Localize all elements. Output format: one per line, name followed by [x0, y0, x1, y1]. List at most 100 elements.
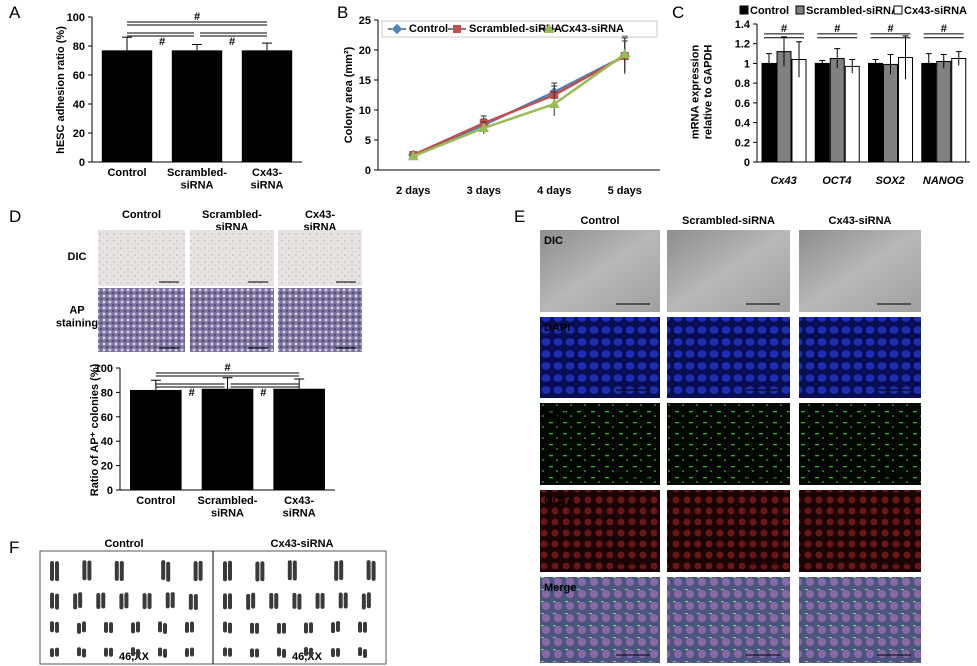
column-header: Control — [104, 538, 143, 550]
chromosome — [255, 622, 259, 634]
bar — [201, 388, 254, 490]
error-bar — [834, 48, 841, 69]
chromosome — [165, 592, 170, 609]
panel-label: C — [672, 3, 684, 22]
dic-texture — [278, 230, 362, 286]
micrograph — [540, 403, 660, 485]
y-tick-label: 0.4 — [735, 118, 751, 130]
bar — [883, 63, 898, 163]
chromosome — [260, 561, 265, 582]
error-bar — [872, 58, 879, 68]
chromosome — [147, 592, 152, 609]
chromosome — [343, 592, 348, 609]
significance: # — [224, 362, 230, 374]
chromosome — [161, 560, 166, 581]
error-bar — [796, 41, 802, 78]
error-bar — [849, 58, 856, 74]
micrograph — [799, 230, 921, 312]
chromosome — [315, 592, 320, 609]
chromosome — [304, 622, 308, 634]
chromosome — [228, 593, 232, 610]
error-bar — [766, 53, 772, 74]
x-tick-label: 4 days — [537, 185, 571, 197]
y-tick-label: 60 — [101, 412, 113, 424]
dic-texture — [190, 230, 274, 286]
chromosome — [73, 593, 78, 610]
micrograph — [799, 317, 921, 398]
micrograph — [540, 577, 660, 663]
bar — [844, 65, 860, 163]
ap-image — [98, 288, 185, 352]
chromosome — [131, 647, 135, 657]
chromosome — [309, 622, 313, 634]
error-bar — [192, 44, 202, 51]
panel-label: E — [514, 207, 525, 226]
row-label: DIC — [68, 251, 87, 263]
chromosome — [104, 647, 108, 657]
micrograph — [540, 230, 660, 312]
x-tick-label: Control — [136, 495, 175, 507]
micrograph — [540, 317, 660, 398]
significance: # — [159, 36, 165, 48]
x-tick-label: SOX2 — [875, 175, 904, 187]
significance: # — [189, 387, 195, 399]
y-tick-label: 10 — [359, 105, 371, 117]
micrograph — [667, 230, 790, 312]
bar — [241, 50, 293, 162]
chromosome — [371, 560, 376, 581]
panel-label: B — [337, 3, 348, 22]
marker — [478, 122, 490, 132]
legend-label: Cx43-siRNA — [561, 23, 624, 35]
y-tick-label: 0 — [107, 485, 113, 497]
error-bar — [262, 42, 272, 51]
ap-image — [190, 288, 274, 352]
error-bar — [887, 54, 894, 75]
ap-image — [278, 288, 362, 352]
column-header: Control — [580, 215, 619, 227]
y-tick-label: 25 — [359, 15, 371, 27]
error-bar — [781, 36, 787, 67]
chromosome — [193, 593, 198, 610]
chromosome — [228, 560, 232, 581]
legend-label: Cx43-siRNA — [904, 5, 967, 17]
y-tick-label: 20 — [359, 45, 371, 57]
significance: # — [260, 387, 266, 399]
bar — [814, 62, 830, 163]
dic-texture — [98, 230, 185, 286]
chromosome — [297, 593, 302, 610]
y-axis-label: mRNA expressionrelative to GAPDH — [690, 45, 715, 140]
error-bar — [150, 379, 161, 390]
chromosome — [320, 592, 325, 609]
chromosome — [50, 648, 54, 658]
chromosome — [292, 592, 297, 609]
row-label: AP staining — [56, 305, 98, 330]
marker — [407, 150, 419, 161]
chromosome — [366, 592, 371, 609]
chromosome — [361, 593, 366, 610]
chromosome — [282, 648, 286, 658]
sig-line — [923, 33, 964, 39]
chromosome — [50, 621, 54, 633]
chromosome — [358, 621, 362, 633]
y-axis-label: Colony area (mm²) — [343, 46, 355, 143]
y-tick-label: 0.2 — [735, 137, 750, 149]
micrograph — [667, 317, 790, 398]
bar — [951, 58, 967, 163]
x-tick-label: Scrambled-siRNA — [167, 167, 227, 192]
y-tick-label: 0 — [365, 165, 371, 177]
chromosome — [114, 560, 119, 581]
y-tick-label: 0.8 — [735, 78, 750, 90]
chromosome — [136, 621, 140, 633]
row-label: DIC — [544, 235, 563, 247]
chromosome — [50, 592, 54, 609]
karyotype-label: 46,XX — [292, 651, 323, 663]
row-label: OCT4 — [544, 495, 574, 507]
chromosome — [55, 561, 59, 582]
error-bar — [902, 35, 909, 80]
error-bar — [294, 378, 305, 389]
chromosome — [223, 647, 227, 657]
chromosome — [188, 593, 193, 610]
chromosome — [55, 621, 59, 633]
y-tick-label: 0.6 — [735, 98, 750, 110]
